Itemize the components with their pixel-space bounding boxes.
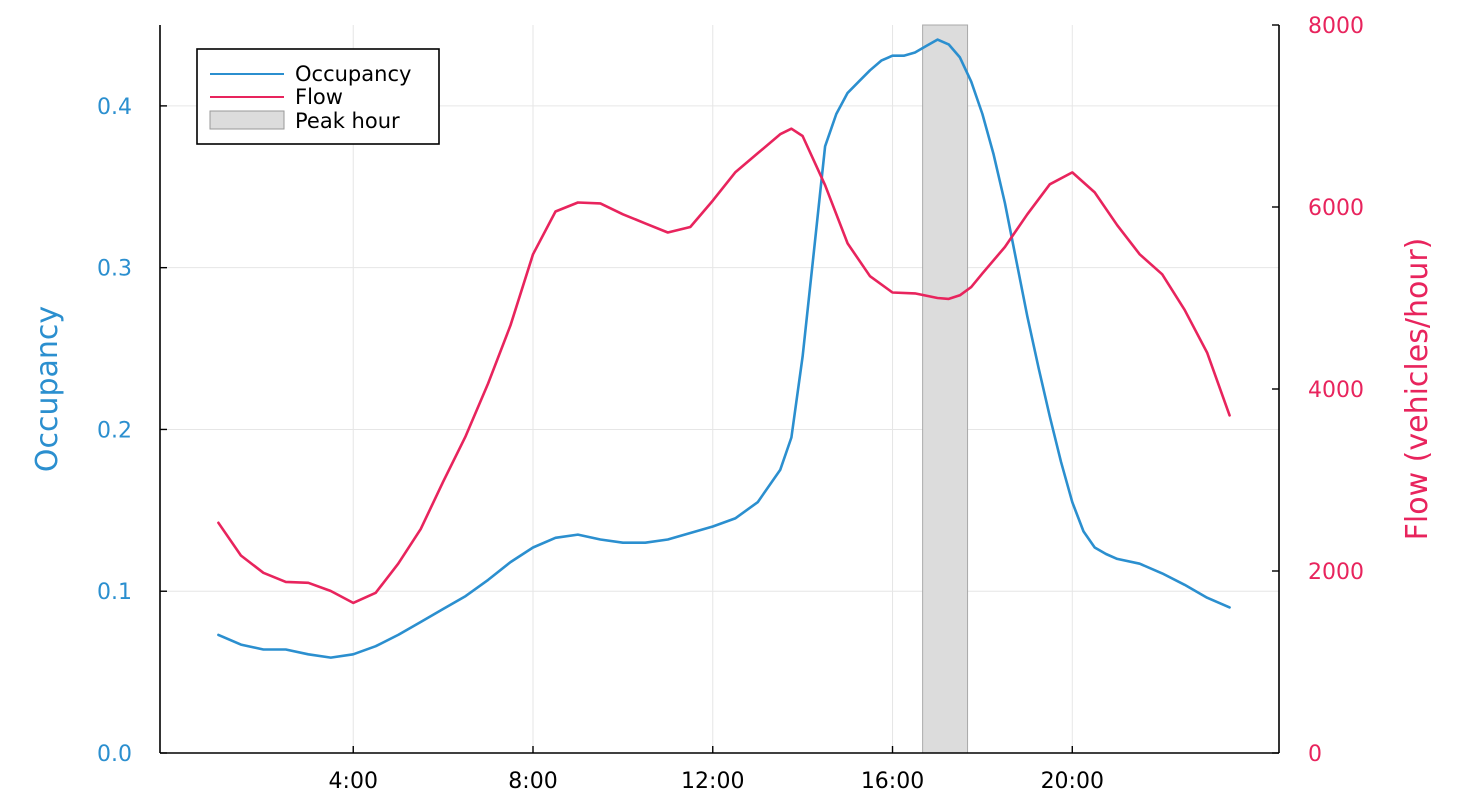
series-lines: [217, 38, 1231, 659]
series-line-flow: [217, 127, 1231, 605]
left-tick-label: 0.1: [97, 580, 132, 605]
right-tick-label: 0: [1308, 742, 1322, 767]
x-tick-label: 16:00: [861, 769, 924, 794]
series-line-occupancy: [217, 38, 1231, 659]
left-tick-label: 0.2: [97, 418, 132, 443]
x-tick-label: 8:00: [508, 769, 557, 794]
x-tick-label: 20:00: [1041, 769, 1104, 794]
peak-hour-band: [922, 24, 969, 754]
left-tick-label: 0.4: [97, 95, 132, 120]
left-axis-title: Occupancy: [30, 306, 65, 472]
right-tick-label: 8000: [1308, 14, 1364, 39]
right-axis-title: Flow (vehicles/hour): [1400, 238, 1435, 541]
right-tick-label: 6000: [1308, 196, 1364, 221]
right-tick-label: 2000: [1308, 560, 1364, 585]
legend: Occupancy Flow Peak hour: [196, 48, 440, 145]
left-tick-label: 0.3: [97, 257, 132, 282]
axes: 4:00 8:00 12:00 16:00 20:00 0.0 0.1 0.2 0.3 0.4 0 2…: [97, 14, 1364, 794]
right-tick-label: 4000: [1308, 378, 1364, 403]
x-tick-label: 12:00: [681, 769, 744, 794]
gridlines: [160, 25, 1279, 753]
legend-peak-hour-swatch: [209, 110, 285, 130]
left-tick-label: 0.0: [97, 742, 132, 767]
legend-peak-hour-label: Peak hour: [295, 109, 400, 133]
legend-flow-label: Flow: [295, 85, 343, 109]
x-tick-label: 4:00: [329, 769, 378, 794]
legend-occupancy-label: Occupancy: [295, 62, 411, 86]
